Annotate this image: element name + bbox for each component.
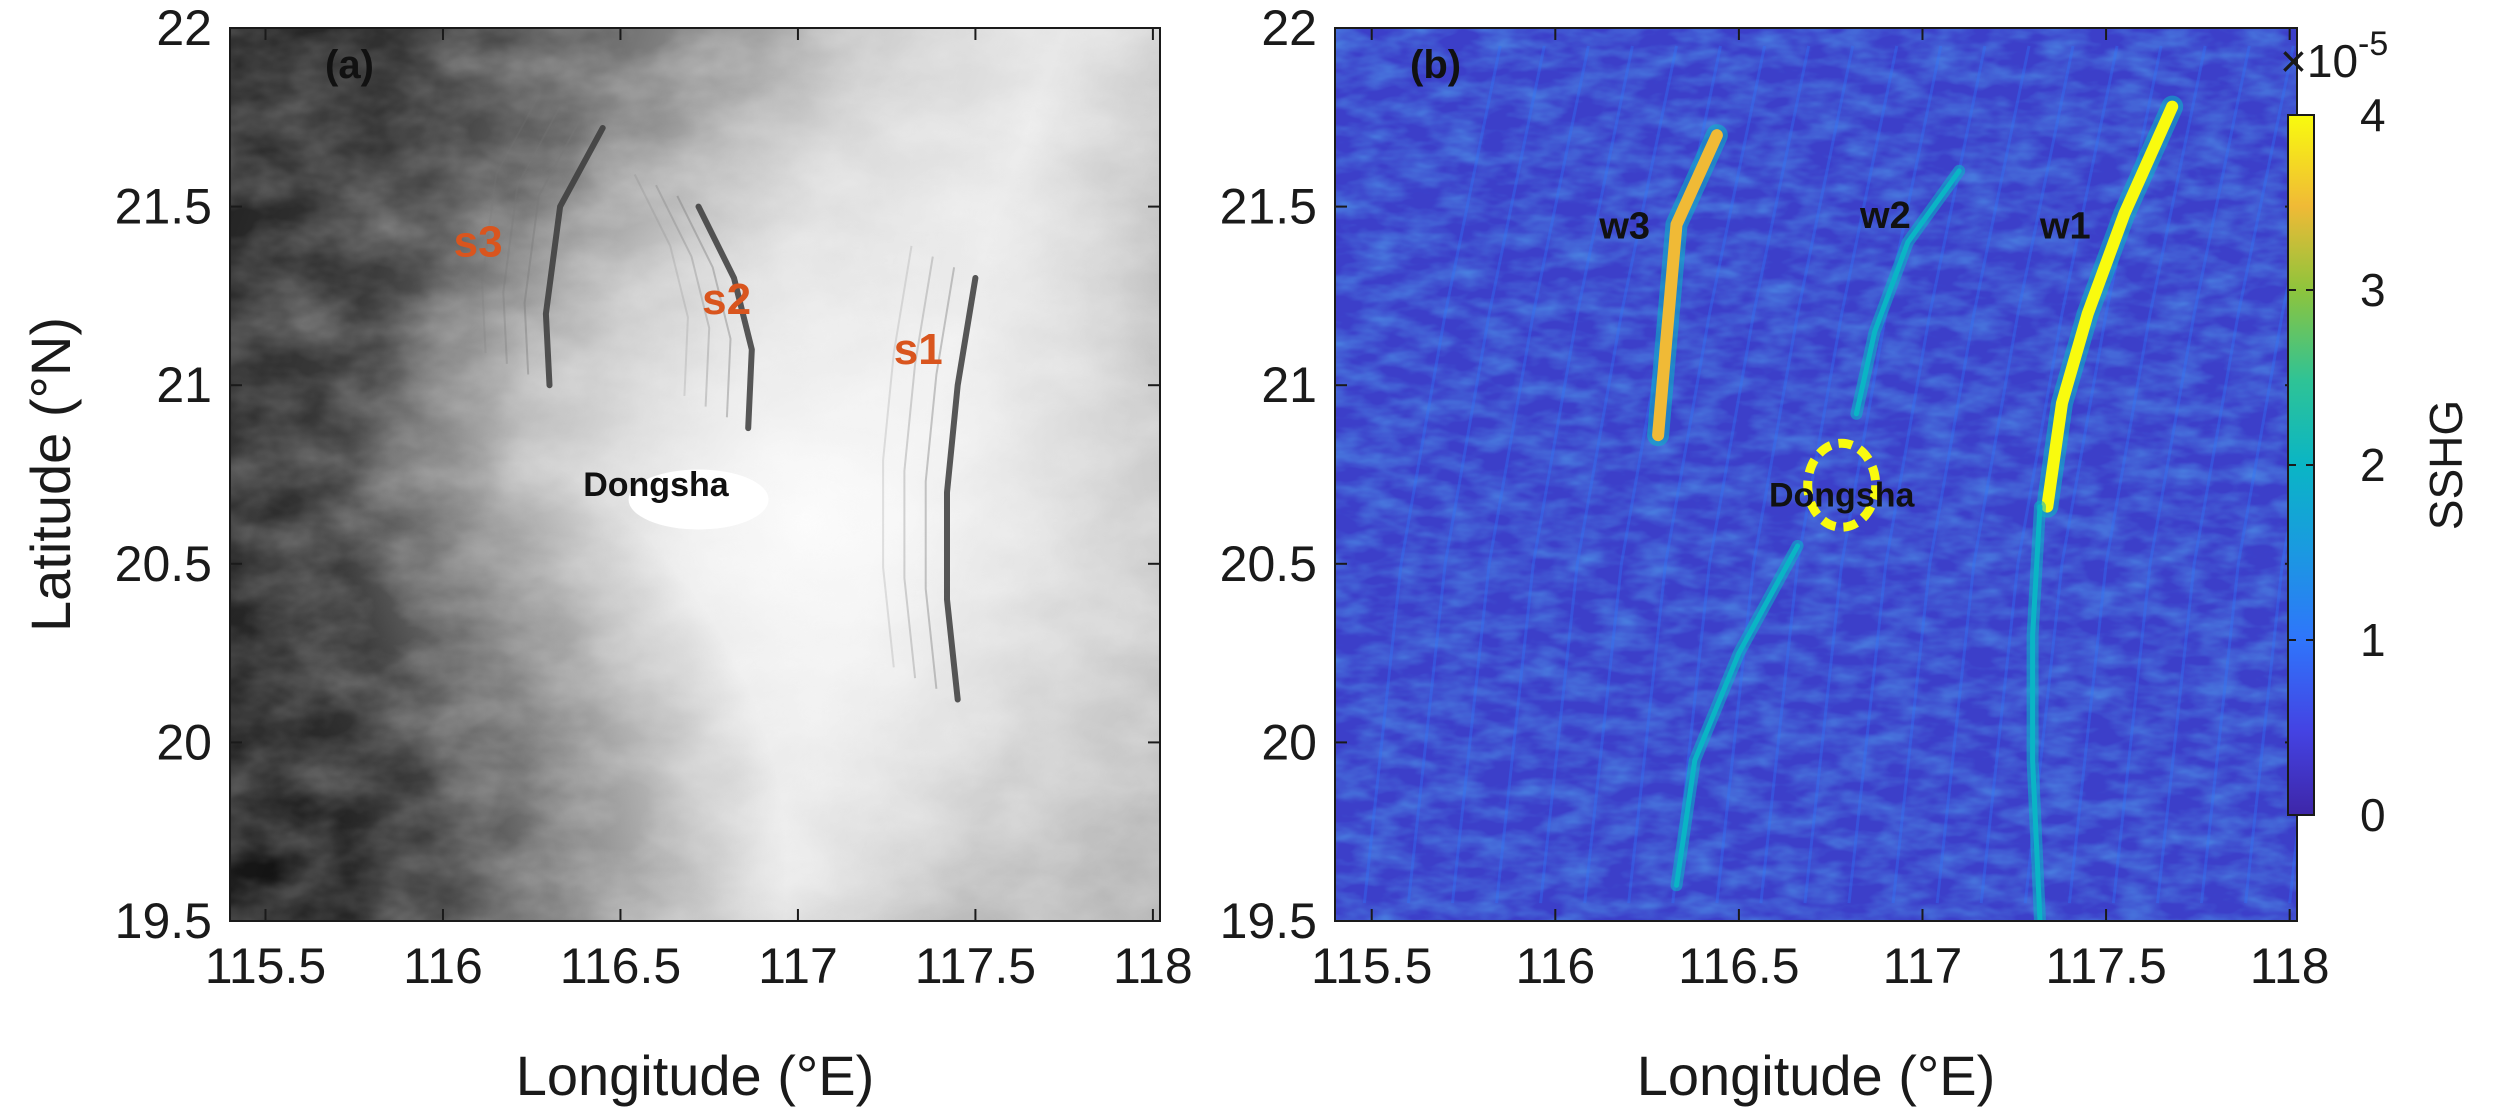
x-tick-label: 116 (403, 938, 483, 994)
annotation-dongsha: Dongsha (1769, 477, 1916, 515)
dongsha-ring (1803, 438, 1881, 532)
background-streak (2067, 45, 2207, 904)
background-streak (2111, 45, 2251, 904)
y-tick-label: 22 (156, 0, 212, 56)
colorbar-tick-label: 4 (2360, 89, 2386, 141)
background-streak (1539, 45, 1678, 904)
colorbar: 0 1 2 3 4 ×10-5 SSHG (2280, 25, 2472, 841)
annotation-s2: s2 (702, 275, 751, 324)
x-tick-label: 118 (1113, 938, 1193, 994)
wave-ridge-s2 (655, 184, 711, 407)
x-tick-label: 116 (1515, 938, 1595, 994)
panel-label-a: (a) (325, 43, 374, 87)
annotation-s3: s3 (454, 218, 503, 267)
y-tick-label: 20.5 (115, 536, 212, 592)
x-tick-label: 118 (2250, 938, 2330, 994)
annotation-s1: s1 (894, 325, 943, 374)
wave-ridge-s1 (924, 267, 956, 689)
y-tick-label: 20 (1261, 714, 1317, 770)
colorbar-tick-label: 0 (2360, 789, 2386, 841)
colorbar-ticks: 0 1 2 3 4 (2288, 89, 2386, 841)
ticks-a: 115.5 116 116.5 117 117.5 118 19.5 20 20.5 21 21.5… (115, 0, 1193, 994)
wave-ridge-s2 (633, 174, 689, 396)
wave-signatures-a (480, 95, 979, 703)
wave-streak-s2 (695, 203, 755, 432)
y-tick-label: 20.5 (1220, 536, 1317, 592)
wave-ridge-s1 (903, 256, 934, 679)
annotation-w3: w3 (1598, 206, 1650, 248)
y-tick-label: 21 (1261, 357, 1317, 413)
background-streak (1406, 45, 1546, 904)
y-tick-label: 19.5 (1220, 893, 1317, 949)
x-tick-label: 117.5 (2045, 938, 2166, 994)
background-streak (1671, 45, 1811, 904)
colorbar-tick-label: 3 (2360, 264, 2386, 316)
panel-a: 115.5 116 116.5 117 117.5 118 19.5 20 20.5 21 21.5… (19, 0, 1193, 1107)
y-tick-label: 21.5 (115, 179, 212, 235)
y-tick-label: 20 (156, 714, 212, 770)
x-tick-label: 116.5 (1678, 938, 1799, 994)
y-axis-label: Latitude (°N) (19, 317, 82, 632)
background-streak (1495, 45, 1634, 904)
y-tick-label: 19.5 (115, 893, 212, 949)
x-axis-label-b: Longitude (°E) (1637, 1044, 1996, 1107)
y-tick-label: 21.5 (1220, 179, 1317, 235)
annotations-a: s1 s2 s3 Dongsha (454, 218, 943, 504)
background-streak (2244, 471, 2297, 904)
x-axis-label-a: Longitude (°E) (516, 1044, 875, 1107)
annotations-b: w1 w2 w3 Dongsha (1598, 195, 2090, 515)
background-streak (1935, 45, 2075, 904)
background-streak (1362, 45, 1502, 904)
colorbar-tick-label: 1 (2360, 614, 2386, 666)
dongsha-island-a (628, 469, 769, 530)
background-streak (1979, 45, 2119, 904)
background-streak (2156, 45, 2295, 904)
colorbar-multiplier: ×10-5 (2280, 25, 2388, 87)
wave-front-w1 (2041, 100, 2179, 513)
wave-ridge-s3 (480, 95, 540, 354)
wave-streak-s3 (542, 125, 606, 389)
axes-frame-a (229, 27, 1161, 922)
x-tick-label: 116.5 (560, 938, 681, 994)
x-tick-label: 117 (758, 938, 838, 994)
background-streak (1803, 45, 1943, 904)
background-streak (1715, 45, 1855, 904)
ticks-b: 115.5 116 116.5 117 117.5 118 19.5 20 20.5 21 21.5… (1220, 0, 2330, 994)
wave-ridge-s2 (676, 195, 732, 418)
background-streak (1627, 45, 1767, 904)
y-tick-label: 22 (1261, 0, 1317, 56)
wave-streak-s1 (944, 275, 979, 703)
annotation-dongsha: Dongsha (583, 466, 730, 504)
background-streak (1759, 45, 1899, 904)
background-streak (1891, 45, 2031, 904)
wave-ridge-s1 (882, 245, 913, 668)
background-streak (1451, 45, 1590, 904)
y-tick-label: 21 (156, 357, 212, 413)
colorbar-label: SSHG (2420, 400, 2472, 530)
wave-ridge-s3 (523, 116, 583, 375)
x-tick-label: 117 (1883, 938, 1963, 994)
x-tick-label: 117.5 (915, 938, 1036, 994)
wave-ridge-s3 (502, 106, 561, 364)
wave-signatures-b (1362, 45, 2297, 921)
annotation-w2: w2 (1859, 195, 1911, 237)
wave-front-w2-south (1674, 543, 1801, 888)
panel-label-b: (b) (1410, 43, 1461, 87)
annotation-w1: w1 (2039, 206, 2091, 248)
wave-front-w2 (1853, 168, 1962, 417)
wave-front-w3 (1652, 129, 1723, 442)
background-streak (2200, 234, 2297, 904)
wave-front-w1-south (2030, 504, 2043, 921)
x-tick-label: 115.5 (1311, 938, 1432, 994)
x-tick-label: 115.5 (205, 938, 326, 994)
dongsha-island-b (1803, 438, 1881, 532)
colorbar-tick-label: 2 (2360, 439, 2386, 491)
panel-b: 115.5 116 116.5 117 117.5 118 19.5 20 20.5 21 21.5… (1220, 0, 2330, 1107)
